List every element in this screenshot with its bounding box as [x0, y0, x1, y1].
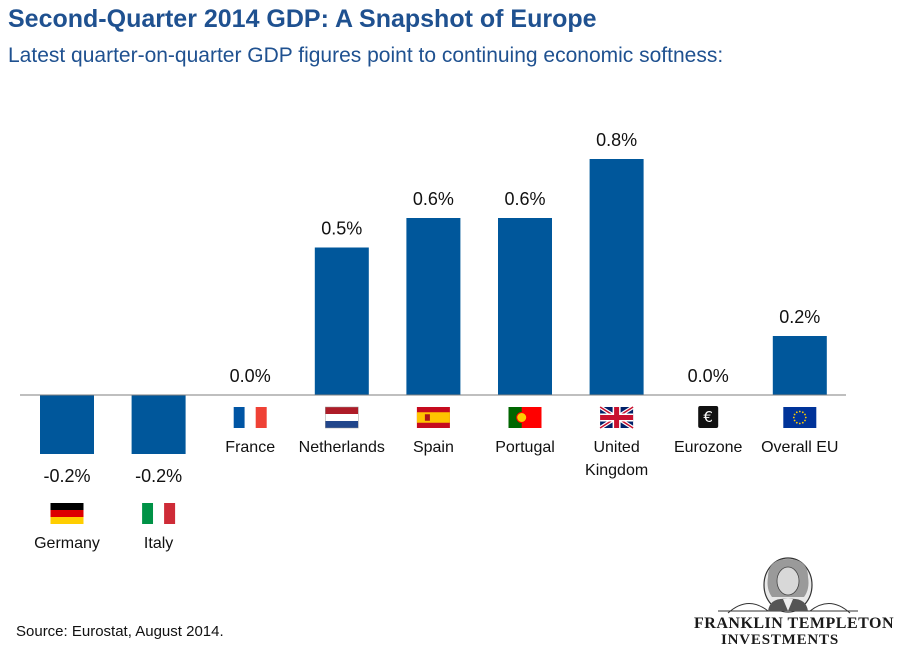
data-label-netherlands: 0.5%	[321, 219, 362, 239]
data-label-france: 0.0%	[230, 366, 271, 386]
data-label-spain: 0.6%	[413, 189, 454, 209]
data-label-eurozone: 0.0%	[688, 366, 729, 386]
franklin-templeton-logo: FRANKLIN TEMPLETON INVESTMENTS	[688, 555, 894, 655]
netherlands-flag	[325, 406, 359, 429]
category-label-united-kingdom: Kingdom	[585, 462, 648, 479]
category-label-eurozone: Eurozone	[674, 439, 743, 456]
euro-symbol: €	[698, 406, 719, 428]
portugal-flag	[508, 407, 542, 428]
united-kingdom-flag	[599, 405, 635, 430]
bar-overall-eu	[772, 336, 827, 395]
svg-text:€: €	[703, 408, 713, 426]
category-label-italy: Italy	[144, 535, 173, 552]
category-label-germany: Germany	[34, 535, 100, 552]
data-label-germany: -0.2%	[43, 466, 90, 486]
category-label-united-kingdom: United	[593, 439, 639, 456]
data-label-united-kingdom: 0.8%	[596, 130, 637, 150]
chart-subtitle: Latest quarter-on-quarter GDP figures po…	[8, 44, 724, 67]
italy-flag	[142, 503, 176, 524]
logo-text-line1: FRANKLIN TEMPLETON	[694, 615, 894, 632]
bar-netherlands	[314, 247, 369, 395]
benjamin-franklin-portrait-icon	[718, 557, 858, 614]
bar-germany	[40, 395, 94, 454]
category-label-france: France	[225, 439, 275, 456]
category-label-portugal: Portugal	[495, 439, 555, 456]
data-label-portugal: 0.6%	[504, 189, 545, 209]
france-flag	[233, 407, 267, 428]
category-label-overall-eu: Overall EU	[761, 439, 838, 456]
germany-flag	[50, 503, 84, 524]
category-label-netherlands: Netherlands	[299, 439, 385, 456]
bar-united-kingdom	[589, 159, 644, 395]
category-label-spain: Spain	[413, 439, 454, 456]
eu-flag	[783, 407, 817, 428]
chart-title: Second-Quarter 2014 GDP: A Snapshot of E…	[8, 5, 597, 33]
bar-spain	[406, 218, 461, 395]
spain-flag	[416, 407, 450, 428]
logo-text-line2: INVESTMENTS	[721, 632, 839, 648]
data-label-overall-eu: 0.2%	[779, 307, 820, 327]
bar-italy	[131, 395, 186, 454]
source-note: Source: Eurostat, August 2014.	[16, 623, 224, 640]
bar-portugal	[498, 218, 552, 395]
data-label-italy: -0.2%	[135, 466, 182, 486]
